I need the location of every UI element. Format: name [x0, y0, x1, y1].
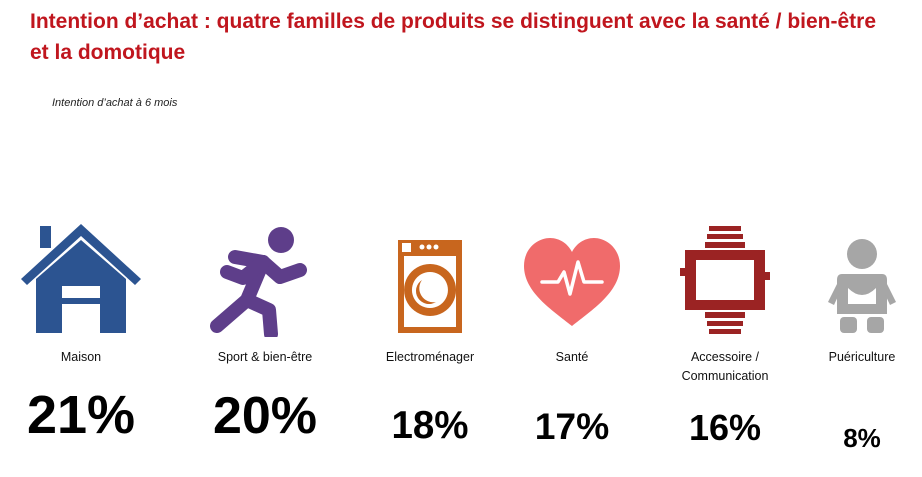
category-label: Puériculture [782, 348, 922, 367]
category-label-line: Electroménager [385, 350, 475, 364]
category-accessoire-communication: Accessoire / Communication 16% [645, 0, 805, 477]
smartwatch-icon [645, 222, 805, 337]
value-label: 8% [843, 422, 881, 453]
category-label: Sport & bien-être [185, 348, 345, 367]
category-puericulture: Puériculture 8% [782, 0, 922, 477]
heart-pulse-icon [492, 222, 652, 337]
category-electromenager: Electroménager 18% [350, 0, 510, 477]
value-label: 17% [534, 405, 610, 448]
category-label: Santé [492, 348, 652, 367]
category-label-line: Maison [60, 350, 102, 364]
category-maison: Maison 21% [1, 0, 161, 477]
category-label: Electroménager [350, 348, 510, 367]
chart-subtitle: Intention d’achat à 6 mois [52, 97, 178, 109]
category-label-line: Puériculture [828, 350, 896, 364]
value-label: 16% [688, 406, 762, 448]
category-label-line: Sport & bien-être [217, 350, 313, 364]
chart-title: Intention d’achat : quatre familles de p… [30, 10, 877, 64]
category-label: Maison [1, 348, 161, 367]
category-label-line: Communication [681, 369, 769, 383]
category-sante: Santé 17% [492, 0, 652, 477]
category-sport: Sport & bien-être 20% [185, 0, 345, 477]
category-label-line: Accessoire / [690, 350, 760, 364]
value-label: 21% [26, 385, 136, 446]
value-label: 18% [391, 404, 469, 448]
washing-machine-icon [350, 222, 510, 337]
category-label-line: Santé [555, 350, 589, 364]
category-label: Accessoire / Communication [645, 348, 805, 386]
house-icon [1, 222, 161, 337]
runner-icon [185, 222, 345, 341]
baby-icon [782, 222, 922, 337]
value-label: 20% [212, 387, 318, 446]
